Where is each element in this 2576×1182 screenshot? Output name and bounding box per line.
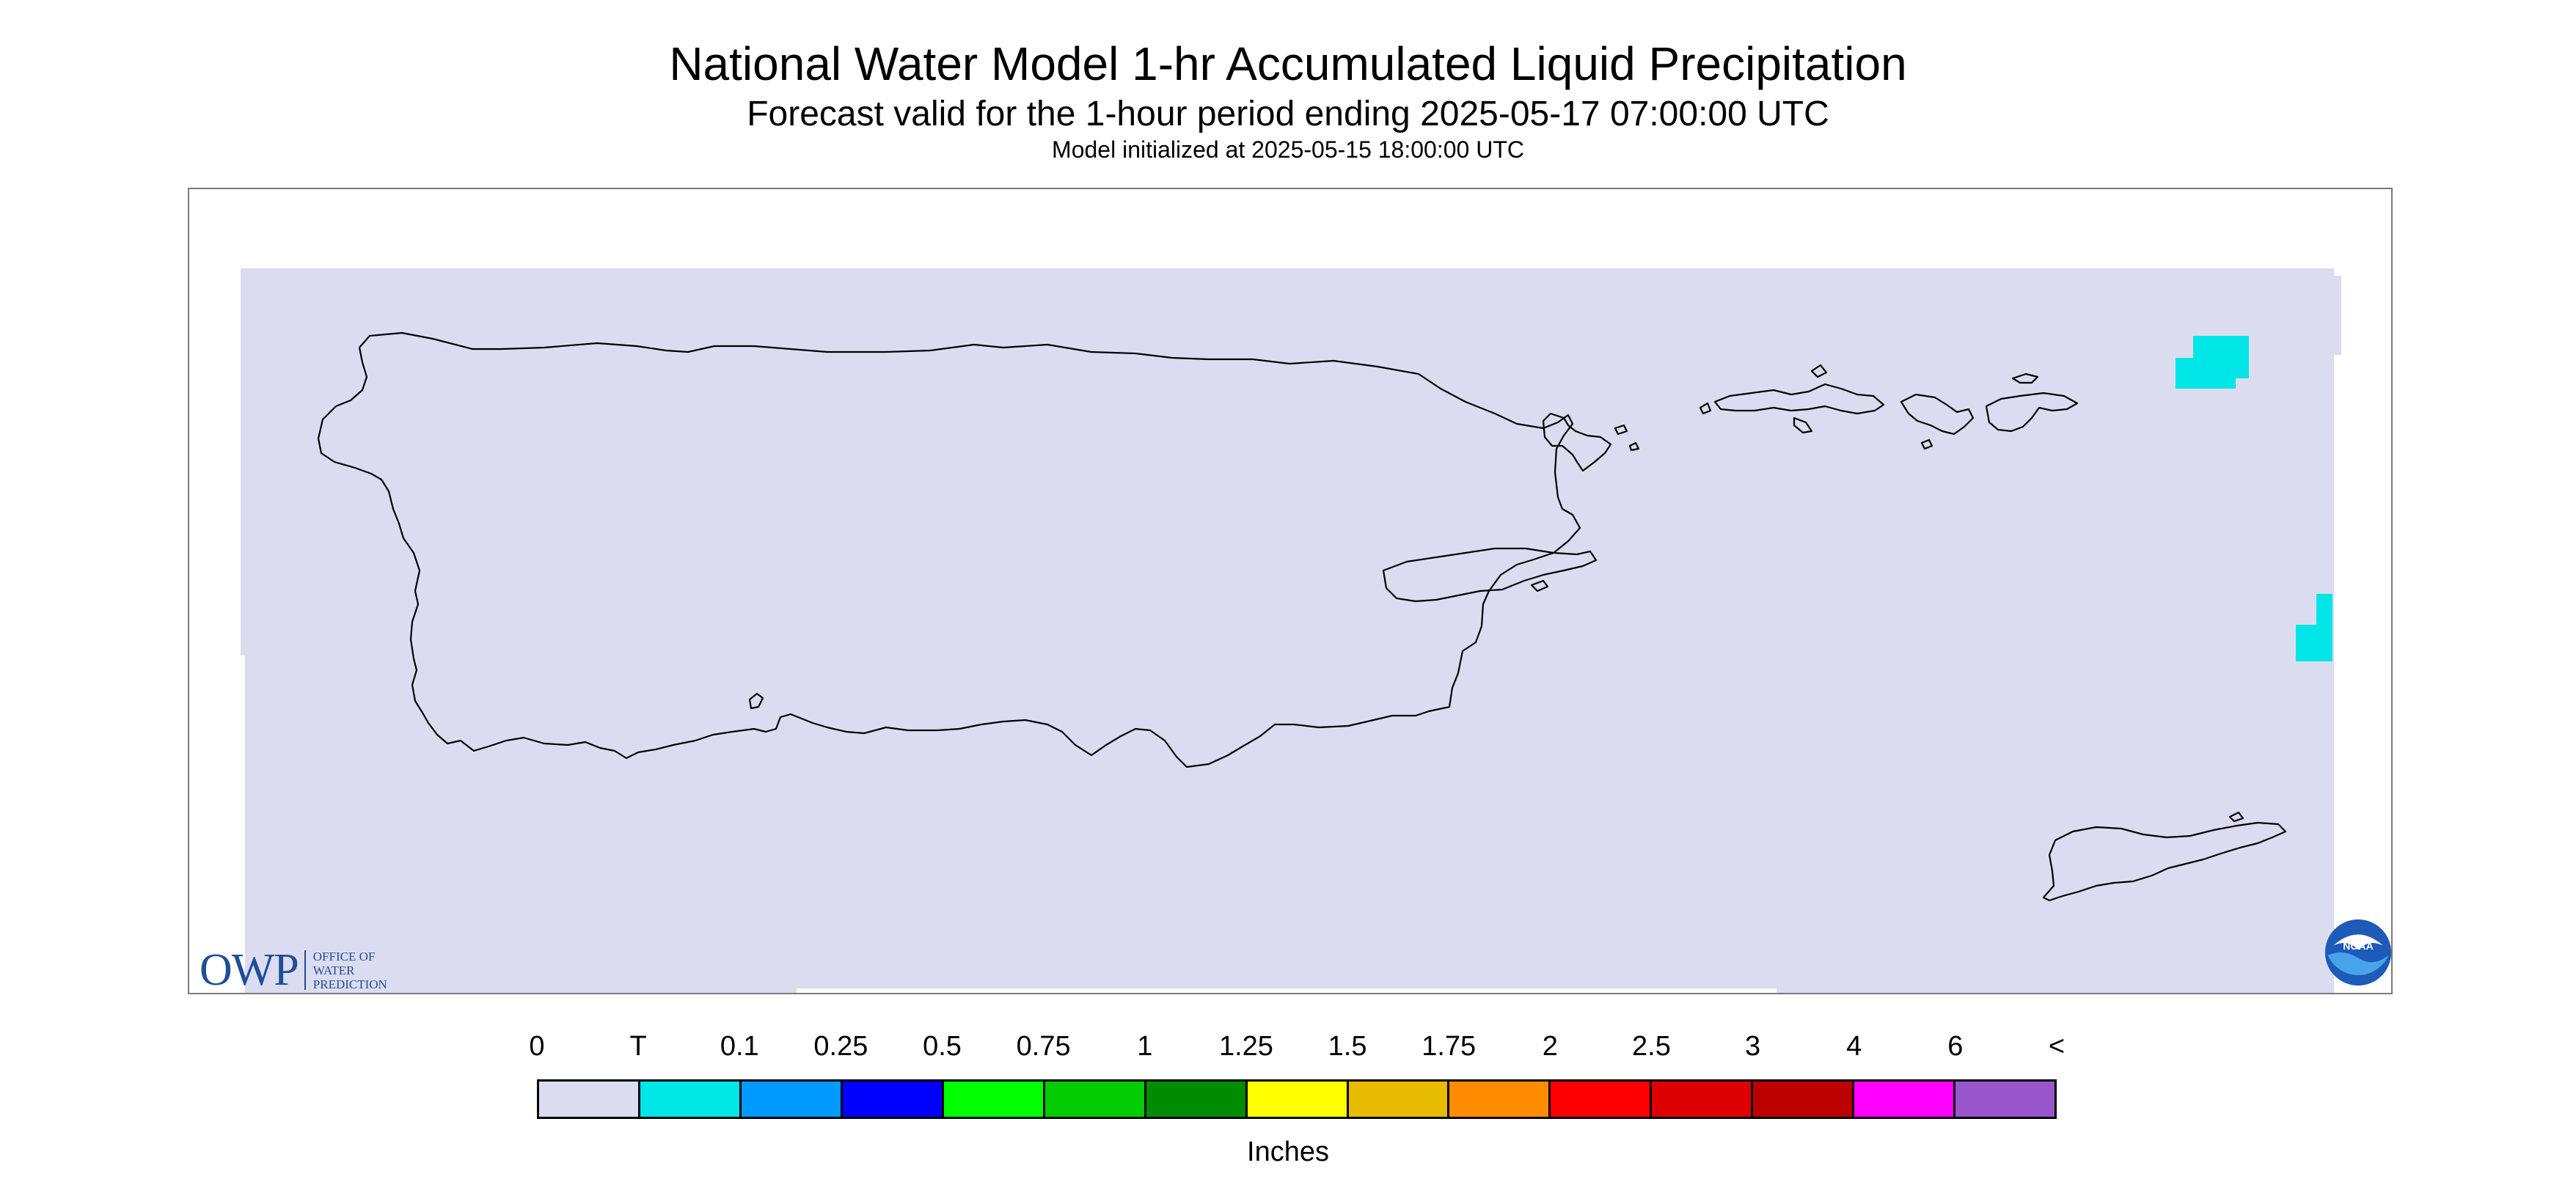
map-title: National Water Model 1-hr Accumulated Li… xyxy=(669,37,1907,90)
owp-logo-line-1: OFFICE OF xyxy=(312,949,376,963)
legend-swatch xyxy=(1247,1082,1349,1117)
st-john-cay-outline xyxy=(1920,438,1933,450)
legend-tick-label: 3 xyxy=(1745,1031,1761,1062)
forecast-valid-subtitle: Forecast valid for the 1-hour period end… xyxy=(747,95,1829,133)
legend-tick-label: 0.25 xyxy=(813,1031,868,1062)
legend-tick-label: 6 xyxy=(1947,1031,1964,1062)
legend-swatch xyxy=(943,1082,1045,1117)
legend-tick-label: < xyxy=(2048,1031,2065,1062)
legend-tick-label: 4 xyxy=(1846,1031,1862,1062)
legend-swatch xyxy=(741,1082,843,1117)
owp-logo-line-2: WATER xyxy=(312,963,355,977)
tortola-outline xyxy=(1985,392,2079,433)
legend-swatch xyxy=(1044,1082,1146,1117)
culebra-cay-outline xyxy=(1614,424,1628,436)
legend-tick-label: 1.5 xyxy=(1328,1031,1367,1062)
buck-island-outline xyxy=(2228,811,2244,823)
legend-swatch xyxy=(1146,1082,1248,1117)
owp-logo-divider xyxy=(304,950,306,990)
legend-swatch xyxy=(1955,1082,2055,1117)
thatch-cay-outline xyxy=(1793,416,1813,434)
noaa-logo-text: NOAA xyxy=(2343,940,2374,952)
legend-swatch xyxy=(1753,1082,1855,1117)
legend-tick-label: 0.75 xyxy=(1016,1031,1071,1062)
precip-trace-cell-e xyxy=(2296,594,2332,661)
precipitation-map xyxy=(241,268,2341,993)
st-thomas-outline xyxy=(1713,383,1885,415)
legend-swatch xyxy=(539,1082,640,1117)
noaa-logo: NOAA xyxy=(2324,919,2391,986)
culebra-outline xyxy=(1542,412,1612,472)
owp-logo-line-3: PREDICTION xyxy=(312,977,387,991)
mona-island-outline xyxy=(748,692,764,710)
legend-swatch xyxy=(640,1082,742,1117)
culebra-cay-outline-2 xyxy=(1628,441,1640,452)
legend-tick-label: 1.75 xyxy=(1421,1031,1477,1062)
precip-trace-cell-ne xyxy=(2176,336,2249,389)
legend-tick-label: 1.25 xyxy=(1218,1031,1273,1062)
legend-swatch xyxy=(1551,1082,1653,1117)
hans-lollik-outline xyxy=(1810,364,1828,378)
legend-tick-label: 0.5 xyxy=(923,1031,962,1062)
owp-logo-text: OFFICE OF WATER PREDICTION xyxy=(313,950,387,991)
culebrita-outline xyxy=(1530,579,1549,592)
legend-swatch xyxy=(1854,1082,1956,1117)
st-croix-outline xyxy=(2042,821,2287,902)
legend-color-bar xyxy=(537,1079,2057,1119)
legend-units-label: Inches xyxy=(1247,1137,1329,1167)
owp-logo-mark: OWP xyxy=(200,945,299,994)
legend-labels: 0 T 0.1 0.25 0.5 0.75 1 1.25 1.5 1.75 2 2.5 3 4 6 < xyxy=(0,1031,2576,1075)
legend-swatch xyxy=(1348,1082,1450,1117)
st-john-outline xyxy=(1900,393,1975,436)
legend-tick-label: T xyxy=(629,1031,647,1062)
legend-tick-label: 2 xyxy=(1542,1031,1558,1062)
legend-tick-label: 0 xyxy=(529,1031,545,1062)
legend-tick-label: 0.1 xyxy=(720,1031,759,1062)
map-panel: OWP OFFICE OF WATER PREDICTION NOAA xyxy=(188,188,2393,994)
legend-swatch xyxy=(842,1082,944,1117)
st-thomas-cay-outline xyxy=(1699,402,1712,415)
vieques-outline xyxy=(1382,547,1598,603)
legend-swatch xyxy=(1449,1082,1551,1117)
model-init-subtitle: Model initialized at 2025-05-15 18:00:00… xyxy=(1052,136,1524,163)
precip-domain-zero xyxy=(241,268,2341,993)
legend-swatch xyxy=(1652,1082,1754,1117)
puerto-rico-outline xyxy=(317,331,1581,768)
owp-logo: OWP OFFICE OF WATER PREDICTION xyxy=(200,945,387,994)
great-thatch-outline xyxy=(2011,372,2039,384)
legend-tick-label: 2.5 xyxy=(1632,1031,1671,1062)
legend-tick-label: 1 xyxy=(1137,1031,1153,1062)
